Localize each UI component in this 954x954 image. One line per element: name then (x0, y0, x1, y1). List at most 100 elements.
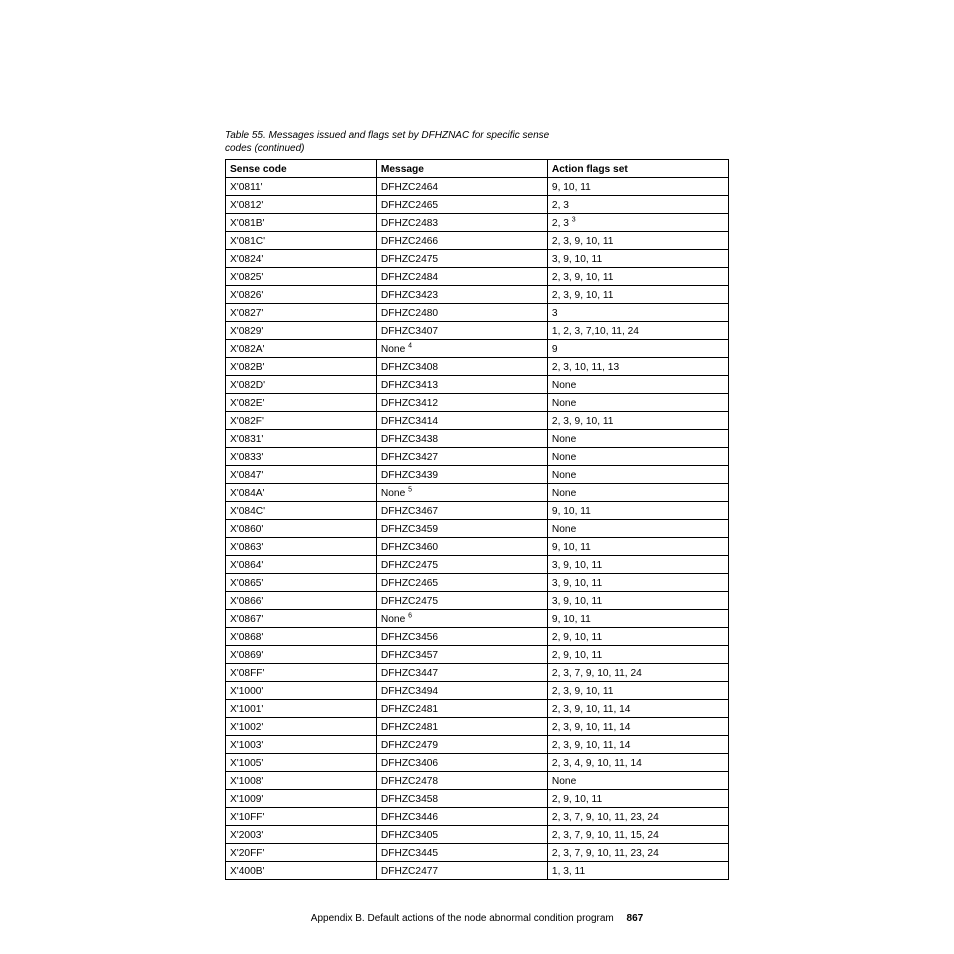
cell-action-flags: 9, 10, 11 (547, 610, 728, 628)
cell-sense-code: X'0826' (226, 286, 377, 304)
cell-message: DFHZC3405 (376, 826, 547, 844)
cell-sense-code: X'400B' (226, 862, 377, 880)
cell-action-flags: 9, 10, 11 (547, 502, 728, 520)
cell-sense-code: X'082B' (226, 358, 377, 376)
table-row: X'084C'DFHZC34679, 10, 11 (226, 502, 729, 520)
cell-message: None 4 (376, 340, 547, 358)
cell-sense-code: X'0812' (226, 196, 377, 214)
cell-action-flags: 2, 3, 4, 9, 10, 11, 14 (547, 754, 728, 772)
table-row: X'082F'DFHZC34142, 3, 9, 10, 11 (226, 412, 729, 430)
cell-action-flags: 2, 3, 7, 9, 10, 11, 23, 24 (547, 808, 728, 826)
cell-message: DFHZC2466 (376, 232, 547, 250)
cell-action-flags: 2, 3 3 (547, 214, 728, 232)
cell-sense-code: X'0864' (226, 556, 377, 574)
col-header-action-flags: Action flags set (547, 160, 728, 178)
cell-message: DFHZC3414 (376, 412, 547, 430)
table-row: X'0833'DFHZC3427None (226, 448, 729, 466)
cell-action-flags: 2, 3, 7, 9, 10, 11, 15, 24 (547, 826, 728, 844)
cell-sense-code: X'20FF' (226, 844, 377, 862)
cell-sense-code: X'082F' (226, 412, 377, 430)
table-row: X'0829'DFHZC34071, 2, 3, 7,10, 11, 24 (226, 322, 729, 340)
table-row: X'0864'DFHZC24753, 9, 10, 11 (226, 556, 729, 574)
table-row: X'082A'None 49 (226, 340, 729, 358)
cell-action-flags: 2, 3, 9, 10, 11, 14 (547, 700, 728, 718)
cell-message: DFHZC3460 (376, 538, 547, 556)
cell-action-flags: None (547, 772, 728, 790)
cell-message: DFHZC2475 (376, 250, 547, 268)
cell-message: DFHZC3413 (376, 376, 547, 394)
table-row: X'0827'DFHZC24803 (226, 304, 729, 322)
cell-message: DFHZC3427 (376, 448, 547, 466)
table-row: X'082D'DFHZC3413None (226, 376, 729, 394)
cell-sense-code: X'0866' (226, 592, 377, 610)
cell-sense-code: X'0869' (226, 646, 377, 664)
cell-sense-code: X'1002' (226, 718, 377, 736)
cell-action-flags: 2, 3, 9, 10, 11 (547, 682, 728, 700)
cell-sense-code: X'1001' (226, 700, 377, 718)
cell-message: DFHZC2479 (376, 736, 547, 754)
table-row: X'1008'DFHZC2478None (226, 772, 729, 790)
cell-sense-code: X'084C' (226, 502, 377, 520)
cell-message: DFHZC3438 (376, 430, 547, 448)
table-row: X'0867'None 69, 10, 11 (226, 610, 729, 628)
table-caption: Table 55. Messages issued and flags set … (225, 130, 729, 155)
cell-action-flags: 3, 9, 10, 11 (547, 556, 728, 574)
table-row: X'2003'DFHZC34052, 3, 7, 9, 10, 11, 15, … (226, 826, 729, 844)
cell-action-flags: 1, 2, 3, 7,10, 11, 24 (547, 322, 728, 340)
cell-sense-code: X'08FF' (226, 664, 377, 682)
cell-message: DFHZC3447 (376, 664, 547, 682)
page-number: 867 (627, 913, 644, 924)
table-row: X'0863'DFHZC34609, 10, 11 (226, 538, 729, 556)
cell-action-flags: 9, 10, 11 (547, 538, 728, 556)
table-row: X'1005'DFHZC34062, 3, 4, 9, 10, 11, 14 (226, 754, 729, 772)
cell-sense-code: X'082E' (226, 394, 377, 412)
cell-action-flags: 2, 9, 10, 11 (547, 628, 728, 646)
cell-sense-code: X'1009' (226, 790, 377, 808)
cell-action-flags: None (547, 448, 728, 466)
cell-action-flags: 2, 3 (547, 196, 728, 214)
cell-action-flags: 9, 10, 11 (547, 178, 728, 196)
table-row: X'1002'DFHZC24812, 3, 9, 10, 11, 14 (226, 718, 729, 736)
cell-message: DFHZC3439 (376, 466, 547, 484)
cell-action-flags: 2, 3, 9, 10, 11, 14 (547, 718, 728, 736)
cell-sense-code: X'0831' (226, 430, 377, 448)
table-row: X'081B'DFHZC24832, 3 3 (226, 214, 729, 232)
table-row: X'0831'DFHZC3438None (226, 430, 729, 448)
cell-sense-code: X'1008' (226, 772, 377, 790)
cell-message: DFHZC3412 (376, 394, 547, 412)
cell-sense-code: X'2003' (226, 826, 377, 844)
cell-message: DFHZC2465 (376, 196, 547, 214)
table-row: X'0866'DFHZC24753, 9, 10, 11 (226, 592, 729, 610)
cell-action-flags: None (547, 520, 728, 538)
table-row: X'0824'DFHZC24753, 9, 10, 11 (226, 250, 729, 268)
table-row: X'1009'DFHZC34582, 9, 10, 11 (226, 790, 729, 808)
cell-sense-code: X'0860' (226, 520, 377, 538)
cell-message: DFHZC3458 (376, 790, 547, 808)
page-footer: Appendix B. Default actions of the node … (0, 913, 954, 924)
cell-sense-code: X'0833' (226, 448, 377, 466)
cell-action-flags: None (547, 484, 728, 502)
cell-action-flags: 3, 9, 10, 11 (547, 574, 728, 592)
cell-action-flags: 3 (547, 304, 728, 322)
cell-sense-code: X'0868' (226, 628, 377, 646)
cell-sense-code: X'082A' (226, 340, 377, 358)
table-row: X'1000'DFHZC34942, 3, 9, 10, 11 (226, 682, 729, 700)
cell-sense-code: X'0825' (226, 268, 377, 286)
cell-action-flags: 2, 3, 9, 10, 11 (547, 268, 728, 286)
cell-sense-code: X'0863' (226, 538, 377, 556)
cell-message: DFHZC3408 (376, 358, 547, 376)
cell-message: DFHZC2475 (376, 592, 547, 610)
table-row: X'1003'DFHZC24792, 3, 9, 10, 11, 14 (226, 736, 729, 754)
cell-action-flags: 2, 3, 9, 10, 11 (547, 286, 728, 304)
col-header-sense-code: Sense code (226, 160, 377, 178)
cell-message: DFHZC3446 (376, 808, 547, 826)
table-row: X'084A'None 5None (226, 484, 729, 502)
footer-text: Appendix B. Default actions of the node … (311, 913, 614, 924)
cell-sense-code: X'081C' (226, 232, 377, 250)
cell-action-flags: 2, 3, 9, 10, 11 (547, 232, 728, 250)
cell-sense-code: X'0811' (226, 178, 377, 196)
cell-message: None 5 (376, 484, 547, 502)
cell-action-flags: 3, 9, 10, 11 (547, 592, 728, 610)
cell-message: DFHZC2481 (376, 700, 547, 718)
cell-message: DFHZC3459 (376, 520, 547, 538)
